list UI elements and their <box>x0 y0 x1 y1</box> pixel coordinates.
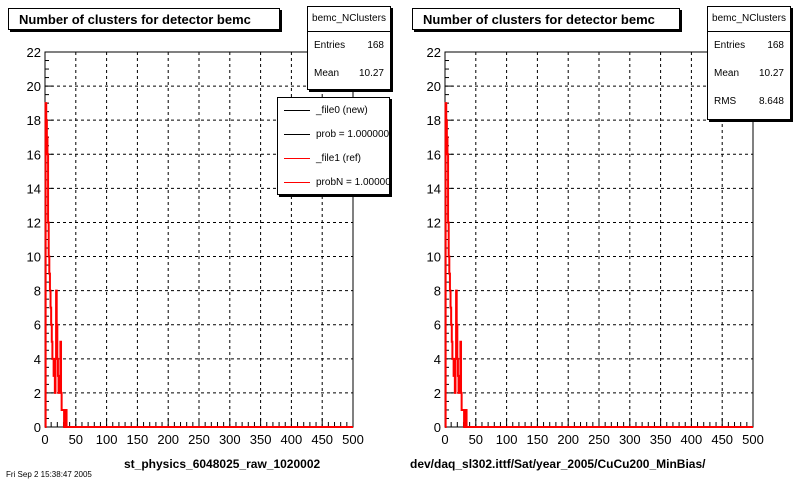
right-stats-entries-label: Entries <box>714 40 746 51</box>
left-y-tick-label: 0 <box>34 420 41 435</box>
legend-entry-new: _file0 (new) <box>278 98 389 122</box>
right-y-tick-label: 8 <box>434 284 441 299</box>
left-y-tick-label: 18 <box>27 113 41 128</box>
legend-label-probn: probN = 1.000000 <box>316 176 390 188</box>
left-y-tick-label: 10 <box>27 250 41 265</box>
right-y-tick-label: 16 <box>427 147 441 162</box>
legend-entry-prob: prob = 1.000000 <box>278 122 389 146</box>
left-stats-mean: 10.27 <box>358 68 384 79</box>
right-x-axis-title: dev/daq_sl302.ittf/Sat/year_2005/CuCu200… <box>410 457 706 471</box>
right-x-tick-label: 450 <box>711 432 733 447</box>
left-y-tick-label: 6 <box>34 318 41 333</box>
right-chart-title: Number of clusters for detector bemc <box>412 8 680 30</box>
left-x-tick-label: 450 <box>311 432 333 447</box>
right-x-tick-label: 300 <box>619 432 641 447</box>
left-y-tick-label: 22 <box>27 45 41 60</box>
right-x-tick-label: 100 <box>496 432 518 447</box>
left-x-tick-label: 100 <box>96 432 118 447</box>
left-y-tick-label: 14 <box>27 181 41 196</box>
left-chart-title: Number of clusters for detector bemc <box>8 8 280 30</box>
right-series-0-histogram <box>444 102 753 428</box>
left-x-tick-label: 300 <box>219 432 241 447</box>
legend-entry-ref: _file1 (ref) <box>278 146 389 170</box>
right-chart: 0 2 4 6 8 10 12 14 16 18 20 22 0 50 100 150 200 250 300 350… <box>427 45 764 447</box>
legend-line-icon <box>284 157 310 159</box>
left-stats-mean-label: Mean <box>314 68 340 79</box>
right-y-tick-label: 4 <box>434 352 441 367</box>
right-x-tick-label: 0 <box>441 432 448 447</box>
left-x-tick-label: 0 <box>41 432 48 447</box>
right-stats-rms-label: RMS <box>714 96 737 107</box>
right-stats-name: bemc_NClusters <box>708 7 790 32</box>
right-stats-box: bemc_NClusters Entries 168 Mean 10.27 RMS 8… <box>707 6 791 120</box>
right-y-tick-label: 14 <box>427 181 441 196</box>
left-stats-name: bemc_NClusters <box>308 7 390 32</box>
left-chart: 0 2 4 6 8 10 12 14 16 18 20 22 0 50 100 150 200 250 300 350… <box>27 45 364 447</box>
right-x-tick-label: 350 <box>650 432 672 447</box>
footer-timestamp: Fri Sep 2 15:38:47 2005 <box>6 470 92 479</box>
right-x-tick-label: 50 <box>469 432 483 447</box>
right-stats-entries: 168 <box>767 40 784 51</box>
right-stats-rms: 8.648 <box>758 96 784 107</box>
left-y-tick-label: 8 <box>34 284 41 299</box>
legend-label-ref: _file1 (ref) <box>316 152 362 164</box>
left-series-0-histogram <box>44 102 353 428</box>
right-y-tick-label: 6 <box>434 318 441 333</box>
left-x-tick-label: 350 <box>250 432 272 447</box>
left-y-tick-label: 20 <box>27 79 41 94</box>
left-x-tick-label: 50 <box>69 432 83 447</box>
left-legend: _file0 (new) prob = 1.000000 _file1 (ref… <box>277 97 390 195</box>
legend-line-icon <box>284 181 310 183</box>
right-y-tick-label: 10 <box>427 250 441 265</box>
left-stats-entries: 168 <box>367 40 384 51</box>
right-y-tick-label: 22 <box>427 45 441 60</box>
right-y-tick-label: 20 <box>427 79 441 94</box>
right-y-tick-label: 2 <box>434 386 441 401</box>
left-x-tick-label: 400 <box>281 432 303 447</box>
left-y-tick-label: 4 <box>34 352 41 367</box>
legend-entry-probn: probN = 1.000000 <box>278 170 389 194</box>
right-x-tick-label: 500 <box>742 432 764 447</box>
right-y-tick-label: 0 <box>434 420 441 435</box>
left-x-tick-label: 250 <box>188 432 210 447</box>
right-stats-mean-label: Mean <box>714 68 740 79</box>
left-stats-box: bemc_NClusters Entries 168 Mean 10.27 <box>307 6 391 90</box>
right-x-tick-label: 400 <box>681 432 703 447</box>
left-y-tick-label: 2 <box>34 386 41 401</box>
right-y-tick-label: 18 <box>427 113 441 128</box>
left-x-tick-label: 200 <box>157 432 179 447</box>
left-y-tick-label: 16 <box>27 147 41 162</box>
legend-label-prob: prob = 1.000000 <box>316 128 390 140</box>
legend-label-new: _file0 (new) <box>316 104 368 116</box>
left-stats-entries-label: Entries <box>314 40 346 51</box>
right-x-tick-label: 200 <box>557 432 579 447</box>
left-y-tick-label: 12 <box>27 215 41 230</box>
legend-line-icon <box>284 109 310 111</box>
left-x-axis-title: st_physics_6048025_raw_1020002 <box>124 457 321 471</box>
right-stats-mean: 10.27 <box>758 68 784 79</box>
right-x-tick-label: 150 <box>527 432 549 447</box>
right-y-tick-label: 12 <box>427 215 441 230</box>
legend-line-icon <box>284 133 310 135</box>
left-x-tick-label: 150 <box>127 432 149 447</box>
right-x-tick-label: 250 <box>588 432 610 447</box>
left-x-tick-label: 500 <box>342 432 364 447</box>
